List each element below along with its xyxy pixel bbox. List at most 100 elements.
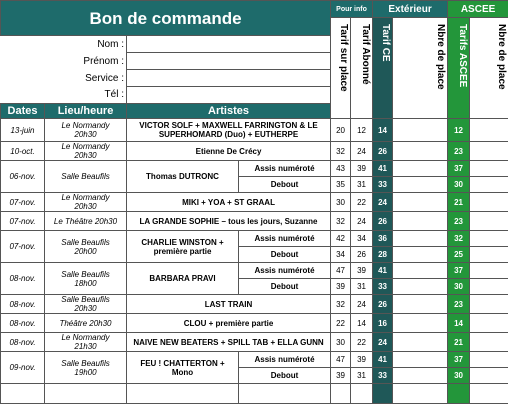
price-abonne: 12 xyxy=(350,118,374,142)
quantity-field xyxy=(392,246,449,263)
price-sur-place: 39 xyxy=(330,278,352,295)
venue: Salle Beaufils 20h00 xyxy=(44,230,127,263)
price-ce: 33 xyxy=(372,176,394,193)
event-row: 08-nov. Le Normandy 21h30 NAIVE NEW BEATERS… xyxy=(0,332,508,352)
event-row: 09-nov. Salle Beaufils 19h00 FEU ! CHATTERT… xyxy=(0,351,508,384)
price-ascee: 21 xyxy=(447,192,471,212)
price-ce: 41 xyxy=(372,160,394,177)
quantity-field xyxy=(392,176,449,193)
quantity-field xyxy=(469,118,508,142)
venue: Le Normandy 21h30 xyxy=(44,332,127,352)
quantity-field xyxy=(469,246,508,263)
venue-line: Salle Beaufils xyxy=(61,358,110,368)
quantity-field xyxy=(392,351,449,368)
ascee: ASCEE xyxy=(447,0,508,18)
venue-line: 20h30 xyxy=(74,130,97,139)
price-sur-place: 47 xyxy=(330,351,352,368)
form-label: Nom : xyxy=(97,38,124,50)
event-row: 07-nov. Le Normandy 20h30 MIKI + YOA + ST G… xyxy=(0,192,508,212)
price-sur-place: 35 xyxy=(330,176,352,193)
empty-cell xyxy=(372,383,394,404)
price-abonne: 34 xyxy=(350,230,374,247)
quantity-field xyxy=(469,141,508,161)
date: 09-nov. xyxy=(0,351,45,384)
option: Debout xyxy=(237,367,332,384)
price-abonne: 39 xyxy=(350,351,374,368)
option: Debout xyxy=(237,246,332,263)
empty-cell xyxy=(44,383,127,404)
date: 07-nov. xyxy=(0,230,45,263)
price-abonne: 31 xyxy=(350,176,374,193)
artist: CHARLIE WINSTON + première partie xyxy=(126,230,239,263)
price-ce: 41 xyxy=(372,351,394,368)
price-sur-place: 34 xyxy=(330,246,352,263)
form-label: Tél : xyxy=(104,89,124,101)
venue-line: Théâtre 20h30 xyxy=(59,318,112,328)
option: Assis numéroté xyxy=(237,160,332,177)
empty-cell xyxy=(469,383,508,404)
col-header: Tarif sur place xyxy=(330,17,352,119)
price-sur-place: 39 xyxy=(330,367,352,384)
pour-info: Pour info xyxy=(330,0,374,18)
price-ascee: 30 xyxy=(447,367,471,384)
price-abonne: 26 xyxy=(350,246,374,263)
header-row: Bon de commande Pour info Extérieur ASCE… xyxy=(0,0,508,36)
quantity-field xyxy=(392,294,449,314)
venue-line: Le Théâtre 20h30 xyxy=(53,216,118,226)
option: Assis numéroté xyxy=(237,230,332,247)
quantity-field xyxy=(469,211,508,231)
col-header: Tarifs ASCEE xyxy=(447,17,471,119)
date: 13-juin xyxy=(0,118,45,142)
price-sur-place: 47 xyxy=(330,262,352,279)
col-header: Lieu/heure xyxy=(44,103,127,119)
venue-line: 20h30 xyxy=(74,151,97,160)
quantity-field xyxy=(469,278,508,295)
option: Assis numéroté xyxy=(237,262,332,279)
venue-line: Salle Beaufils xyxy=(61,237,110,247)
quantity-field xyxy=(469,176,508,193)
price-ascee: 32 xyxy=(447,230,471,247)
date: 06-nov. xyxy=(0,160,45,193)
venue-line: 19h00 xyxy=(74,367,97,377)
price-abonne: 31 xyxy=(350,367,374,384)
col-header: Artistes xyxy=(125,103,332,119)
venue: Théâtre 20h30 xyxy=(44,313,127,333)
price-sur-place: 20 xyxy=(330,118,352,142)
quantity-field xyxy=(469,230,508,247)
price-sur-place: 32 xyxy=(330,141,352,161)
artist: MIKI + YOA + ST GRAAL xyxy=(125,192,332,212)
event-row: Debout 34 26 28 25 xyxy=(1,246,508,263)
artist: CLOU + première partie xyxy=(125,313,332,333)
empty-cell xyxy=(447,383,471,404)
price-abonne: 31 xyxy=(350,278,374,295)
price-sur-place: 32 xyxy=(330,211,352,231)
quantity-field xyxy=(392,192,449,212)
price-abonne: 14 xyxy=(350,313,374,333)
event-row: 08-nov. Salle Beaufils 20h30 LAST TRAIN 32 24… xyxy=(0,294,508,314)
title: Bon de commande xyxy=(0,0,332,36)
event-row: 08-nov. Théâtre 20h30 CLOU + première part… xyxy=(0,313,508,333)
form-label: Service : xyxy=(85,72,124,84)
venue-line: 21h30 xyxy=(74,342,97,351)
venue-line: 18h00 xyxy=(74,278,97,288)
quantity-field xyxy=(392,278,449,295)
venue: Salle Beaufils 18h00 xyxy=(44,262,127,295)
quantity-field xyxy=(469,367,508,384)
price-ce: 33 xyxy=(372,367,394,384)
event-row: 06-nov. Salle Beaufils Thomas DUTRONC Assis… xyxy=(0,160,508,193)
date: 10-oct. xyxy=(0,141,45,161)
col-header: Nbre de place xyxy=(469,17,508,119)
date: 08-nov. xyxy=(0,262,45,295)
empty-cell xyxy=(126,383,239,404)
artist: BARBARA PRAVI xyxy=(126,262,239,295)
quantity-field xyxy=(392,118,449,142)
price-abonne: 22 xyxy=(350,332,374,352)
price-abonne: 24 xyxy=(350,294,374,314)
quantity-field xyxy=(392,313,449,333)
price-sur-place: 42 xyxy=(330,230,352,247)
event-row: 08-nov. Salle Beaufils 18h00 BARBARA PRAVI A… xyxy=(0,262,508,295)
quantity-field xyxy=(392,211,449,231)
venue: Le Normandy 20h30 xyxy=(44,118,127,142)
price-sur-place: 32 xyxy=(330,294,352,314)
